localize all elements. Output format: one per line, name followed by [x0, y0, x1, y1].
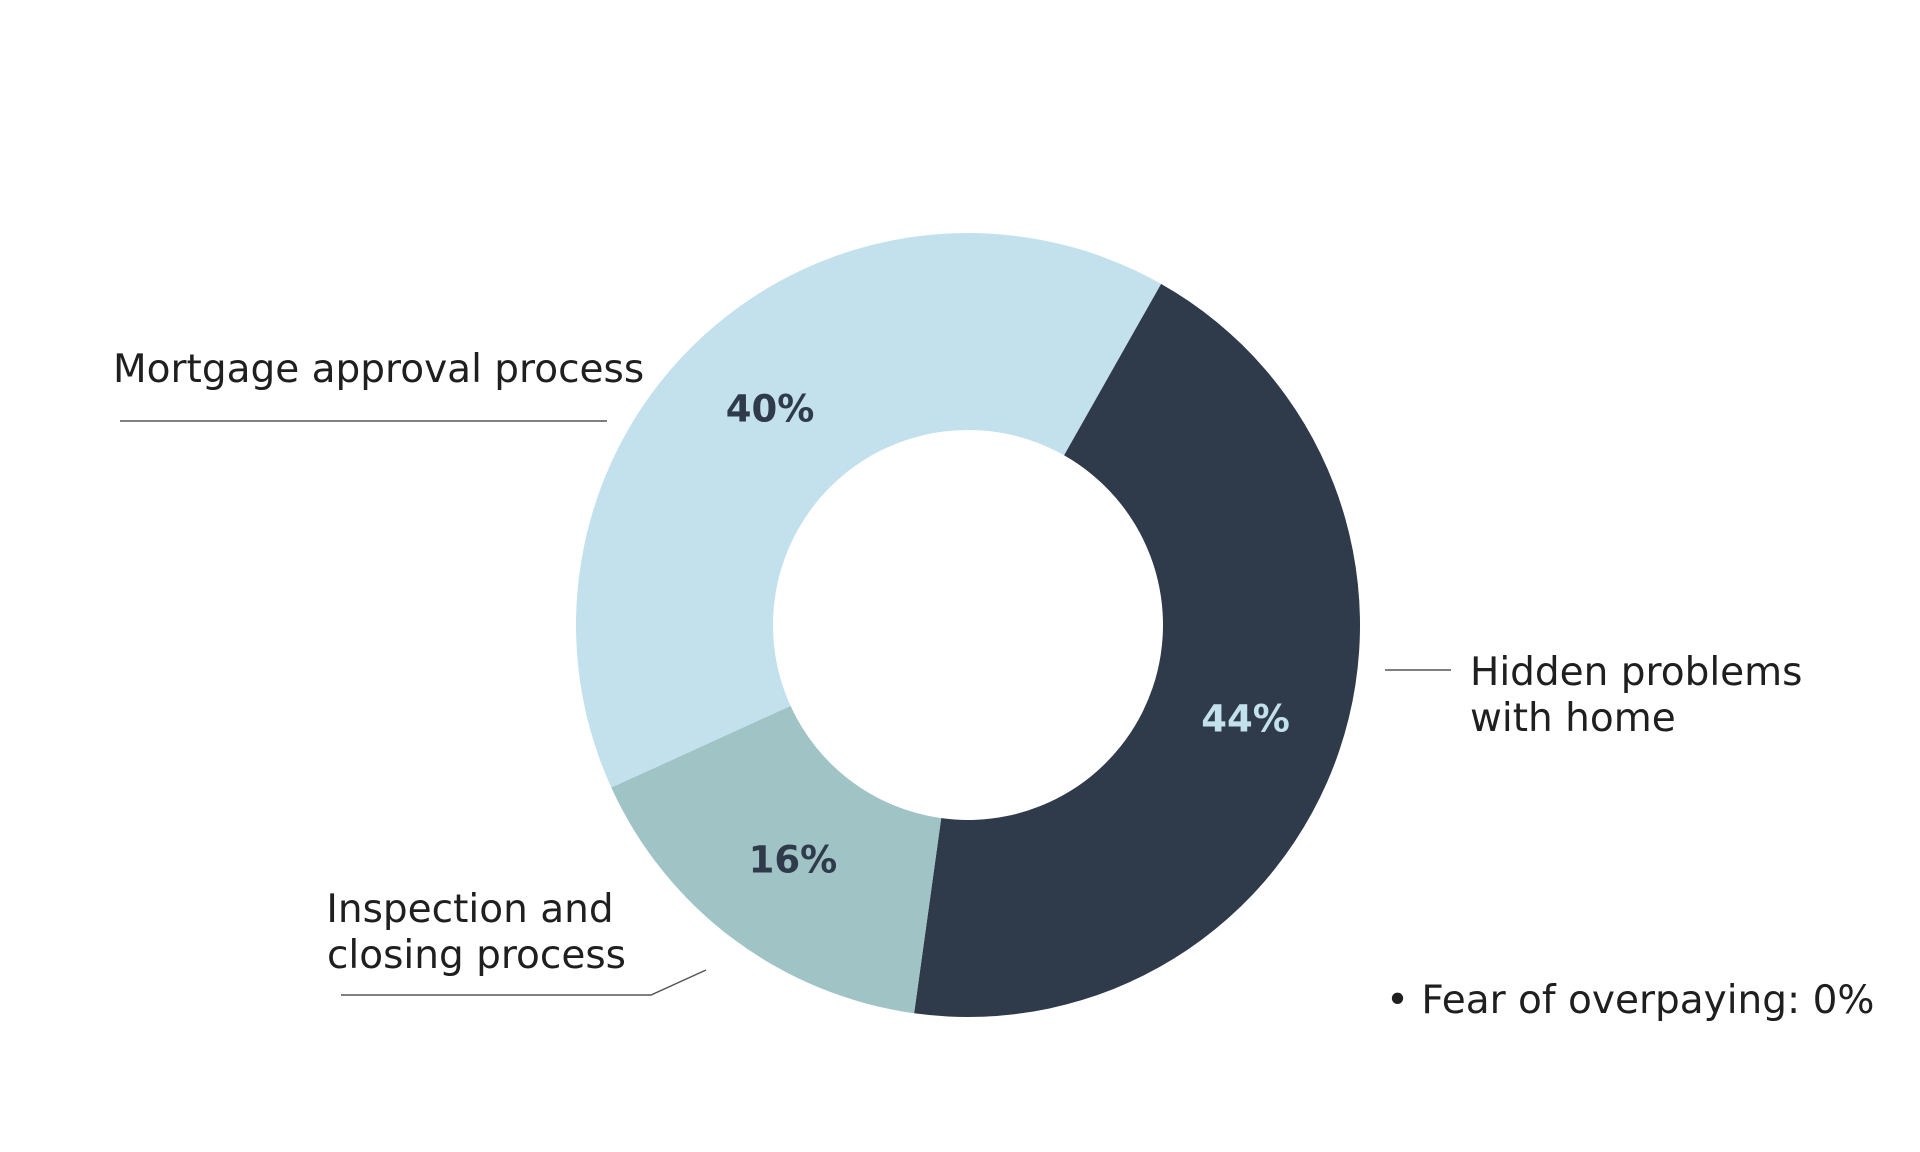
- slice-0: [914, 283, 1361, 1017]
- label-mortgage-approval: Mortgage approval process: [113, 347, 644, 392]
- slice-value-label-0: 44%: [1201, 697, 1290, 740]
- slice-value-label-1: 16%: [749, 838, 838, 881]
- label-hidden-problems: Hidden problems with home: [1470, 650, 1815, 741]
- fear-of-overpaying-note: • Fear of overpaying: 0%: [1386, 978, 1874, 1023]
- chart-slices: [576, 232, 1361, 1017]
- slice-2: [576, 232, 1162, 788]
- percent-labels: 44% 16% 40%: [726, 387, 1290, 881]
- leader-line-inspection: [341, 969, 707, 996]
- slice-1: [611, 705, 942, 1014]
- slice-value-label-2: 40%: [726, 387, 815, 430]
- label-inspection-closing: Inspection and closing process: [326, 887, 626, 978]
